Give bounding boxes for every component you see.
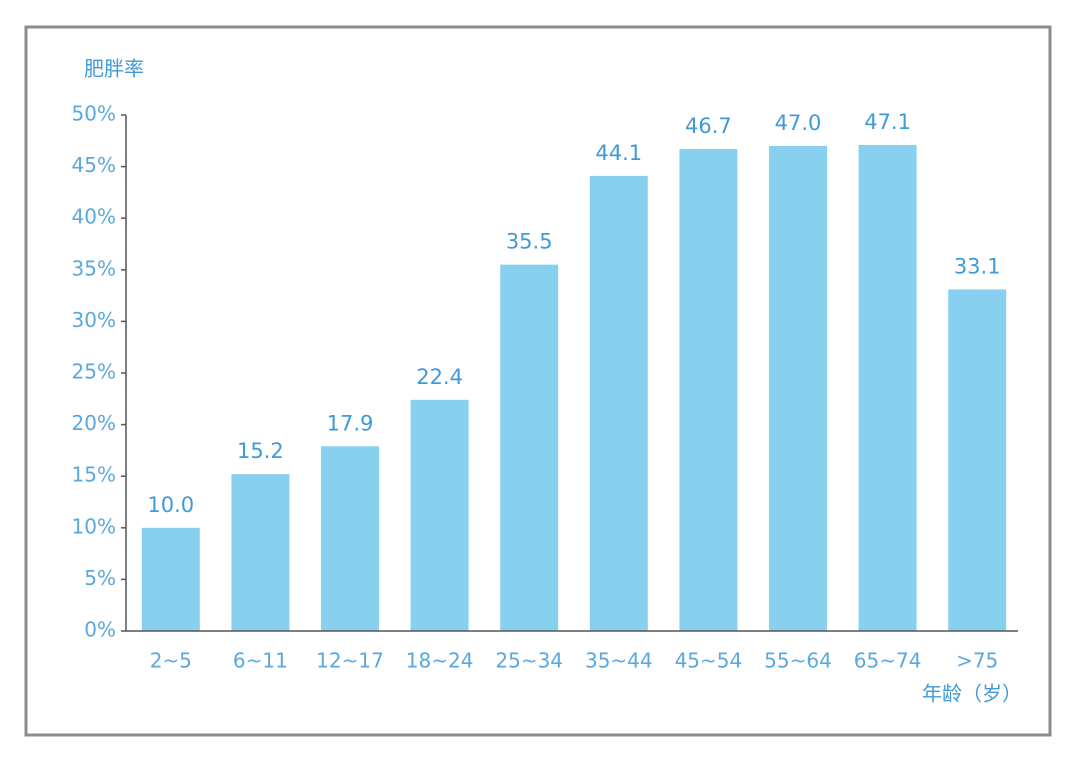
bar (679, 149, 738, 631)
y-tick-label: 35% (72, 256, 116, 280)
x-tick-label: 6~11 (233, 649, 288, 673)
value-label: 15.2 (237, 439, 284, 463)
value-label: 35.5 (506, 230, 553, 254)
x-tick-label: 2~5 (150, 649, 192, 673)
y-tick-label: 30% (72, 308, 116, 332)
frame (24, 25, 1052, 737)
value-label: 33.1 (954, 254, 1001, 278)
y-tick-label: 50% (72, 102, 116, 126)
value-label: 22.4 (416, 365, 463, 389)
x-tick-label: 18~24 (406, 649, 474, 673)
bar (769, 145, 827, 631)
x-tick-label: >75 (956, 649, 998, 673)
y-tick-label: 20% (72, 411, 116, 435)
y-tick-label: 10% (72, 514, 116, 538)
y-tick-label: 0% (84, 618, 116, 642)
y-tick-label: 5% (84, 566, 116, 590)
y-tick-label: 40% (72, 205, 116, 229)
bar (231, 474, 290, 631)
value-label: 47.0 (775, 111, 822, 135)
value-label: 17.9 (327, 411, 374, 435)
bar (589, 175, 648, 631)
bar (500, 264, 559, 631)
x-tick-label: 45~54 (675, 649, 743, 673)
value-label: 46.7 (685, 114, 732, 138)
x-tick-label: 25~34 (495, 649, 563, 673)
x-tick-label: 65~74 (854, 649, 922, 673)
bar (858, 144, 917, 632)
x-tick-label: 12~17 (316, 649, 384, 673)
y-tick-label: 15% (72, 463, 116, 487)
value-label: 44.1 (595, 141, 642, 165)
value-label: 10.0 (147, 493, 194, 517)
x-axis-label: 年龄（岁） (922, 682, 1022, 706)
x-tick-label: 55~64 (764, 649, 832, 673)
bar (410, 399, 469, 631)
y-axis-label: 肥胖率 (84, 57, 144, 81)
bar (321, 446, 379, 631)
bar (948, 289, 1007, 631)
value-label: 47.1 (864, 110, 911, 134)
x-tick-label: 35~44 (585, 649, 653, 673)
bar (141, 527, 200, 631)
y-tick-label: 25% (72, 360, 116, 384)
y-tick-label: 45% (72, 153, 116, 177)
